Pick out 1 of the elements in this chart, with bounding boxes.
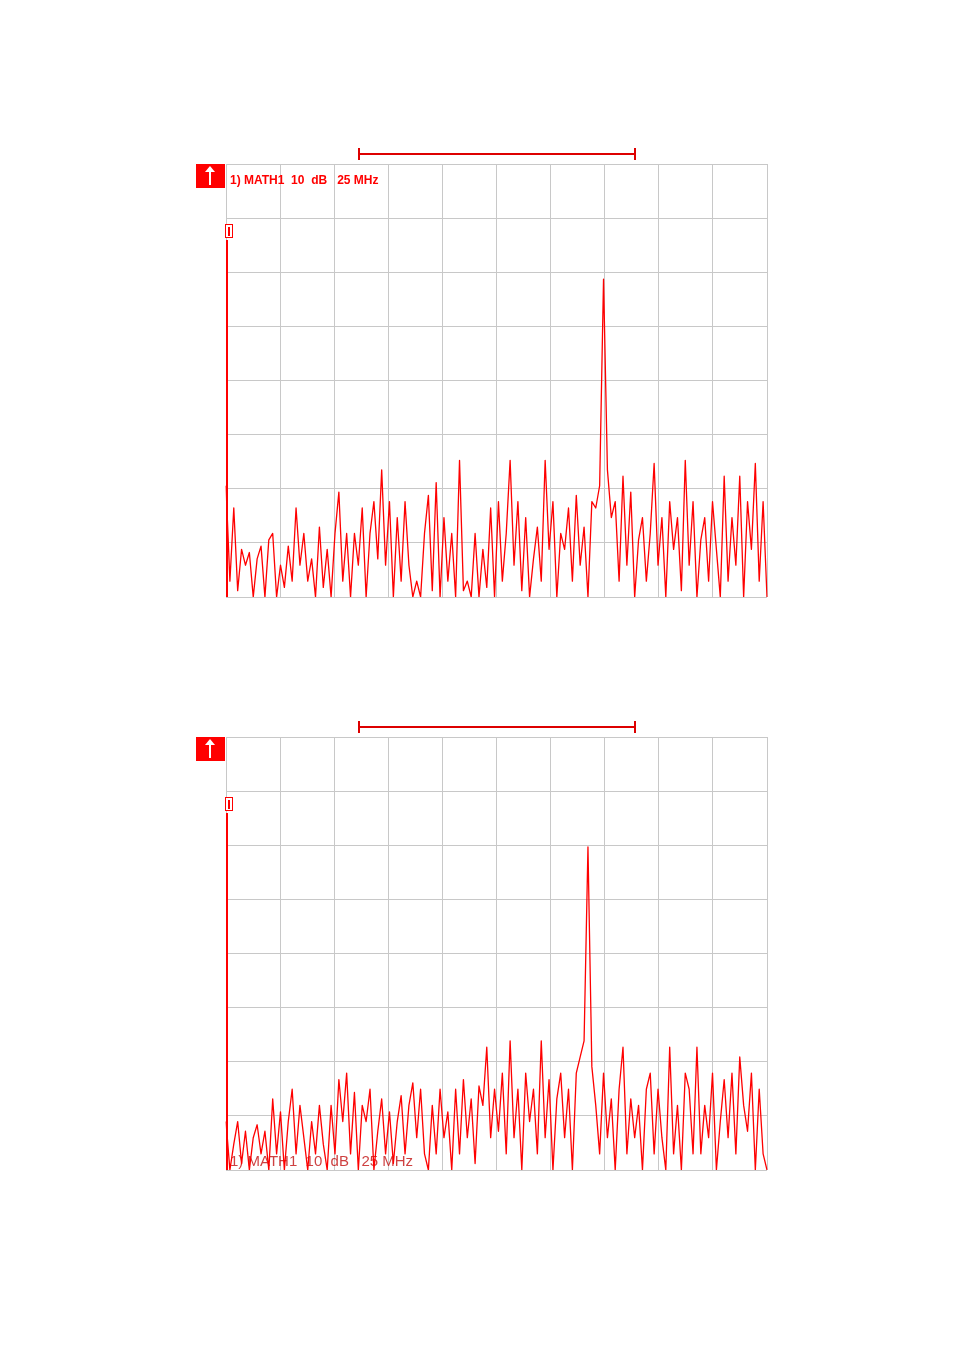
chart-title: 1) MATH1 10 dB 25 MHz [230,173,379,188]
